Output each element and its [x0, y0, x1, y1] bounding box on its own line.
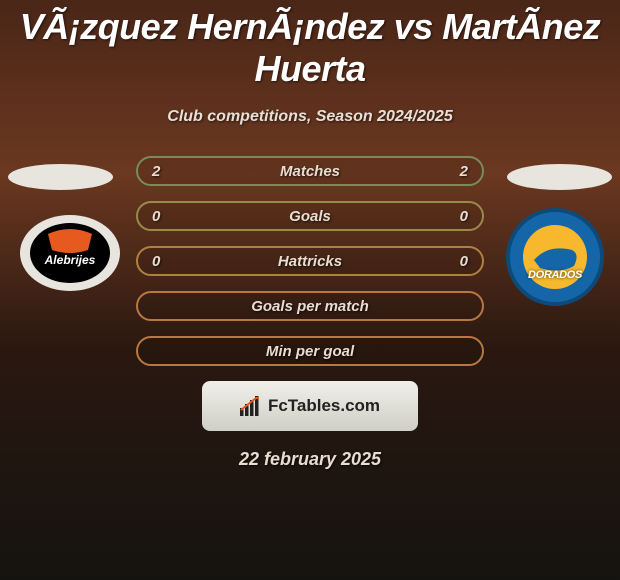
- stat-label: Goals: [289, 208, 331, 225]
- stat-rows: 2 Matches 2 0 Goals 0 0 Hattricks 0 Goal…: [136, 156, 484, 366]
- brand-box[interactable]: FcTables.com: [202, 381, 418, 431]
- stat-right-value: 2: [460, 163, 468, 180]
- chart-icon: [240, 396, 262, 416]
- stat-row-hattricks: 0 Hattricks 0: [136, 246, 484, 276]
- page-title: VÃ¡zquez HernÃ¡ndez vs MartÃ­nez Huerta: [0, 0, 620, 90]
- stat-row-gpm: Goals per match: [136, 291, 484, 321]
- stat-label: Matches: [280, 163, 340, 180]
- stat-left-value: 2: [152, 163, 160, 180]
- match-date: 22 february 2025: [0, 449, 620, 470]
- stat-label: Min per goal: [266, 343, 354, 360]
- stat-row-mpg: Min per goal: [136, 336, 484, 366]
- stat-label: Hattricks: [278, 253, 342, 270]
- stat-label: Goals per match: [251, 298, 369, 315]
- club-right-name: DORADOS: [528, 269, 582, 281]
- player-avatar-right: [507, 164, 612, 190]
- club-badge-right: DORADOS: [506, 208, 604, 306]
- stat-row-goals: 0 Goals 0: [136, 201, 484, 231]
- player-avatar-left: [8, 164, 113, 190]
- brand-text: FcTables.com: [268, 396, 380, 416]
- season-subtitle: Club competitions, Season 2024/2025: [0, 108, 620, 126]
- club-badge-left: Alebrijes: [20, 214, 120, 292]
- stat-row-matches: 2 Matches 2: [136, 156, 484, 186]
- stat-right-value: 0: [460, 253, 468, 270]
- svg-text:Alebrijes: Alebrijes: [44, 253, 96, 267]
- stat-left-value: 0: [152, 208, 160, 225]
- comparison-content: Alebrijes DORADOS 2 Matches 2 0 Goals 0 …: [0, 156, 620, 470]
- stat-left-value: 0: [152, 253, 160, 270]
- stat-right-value: 0: [460, 208, 468, 225]
